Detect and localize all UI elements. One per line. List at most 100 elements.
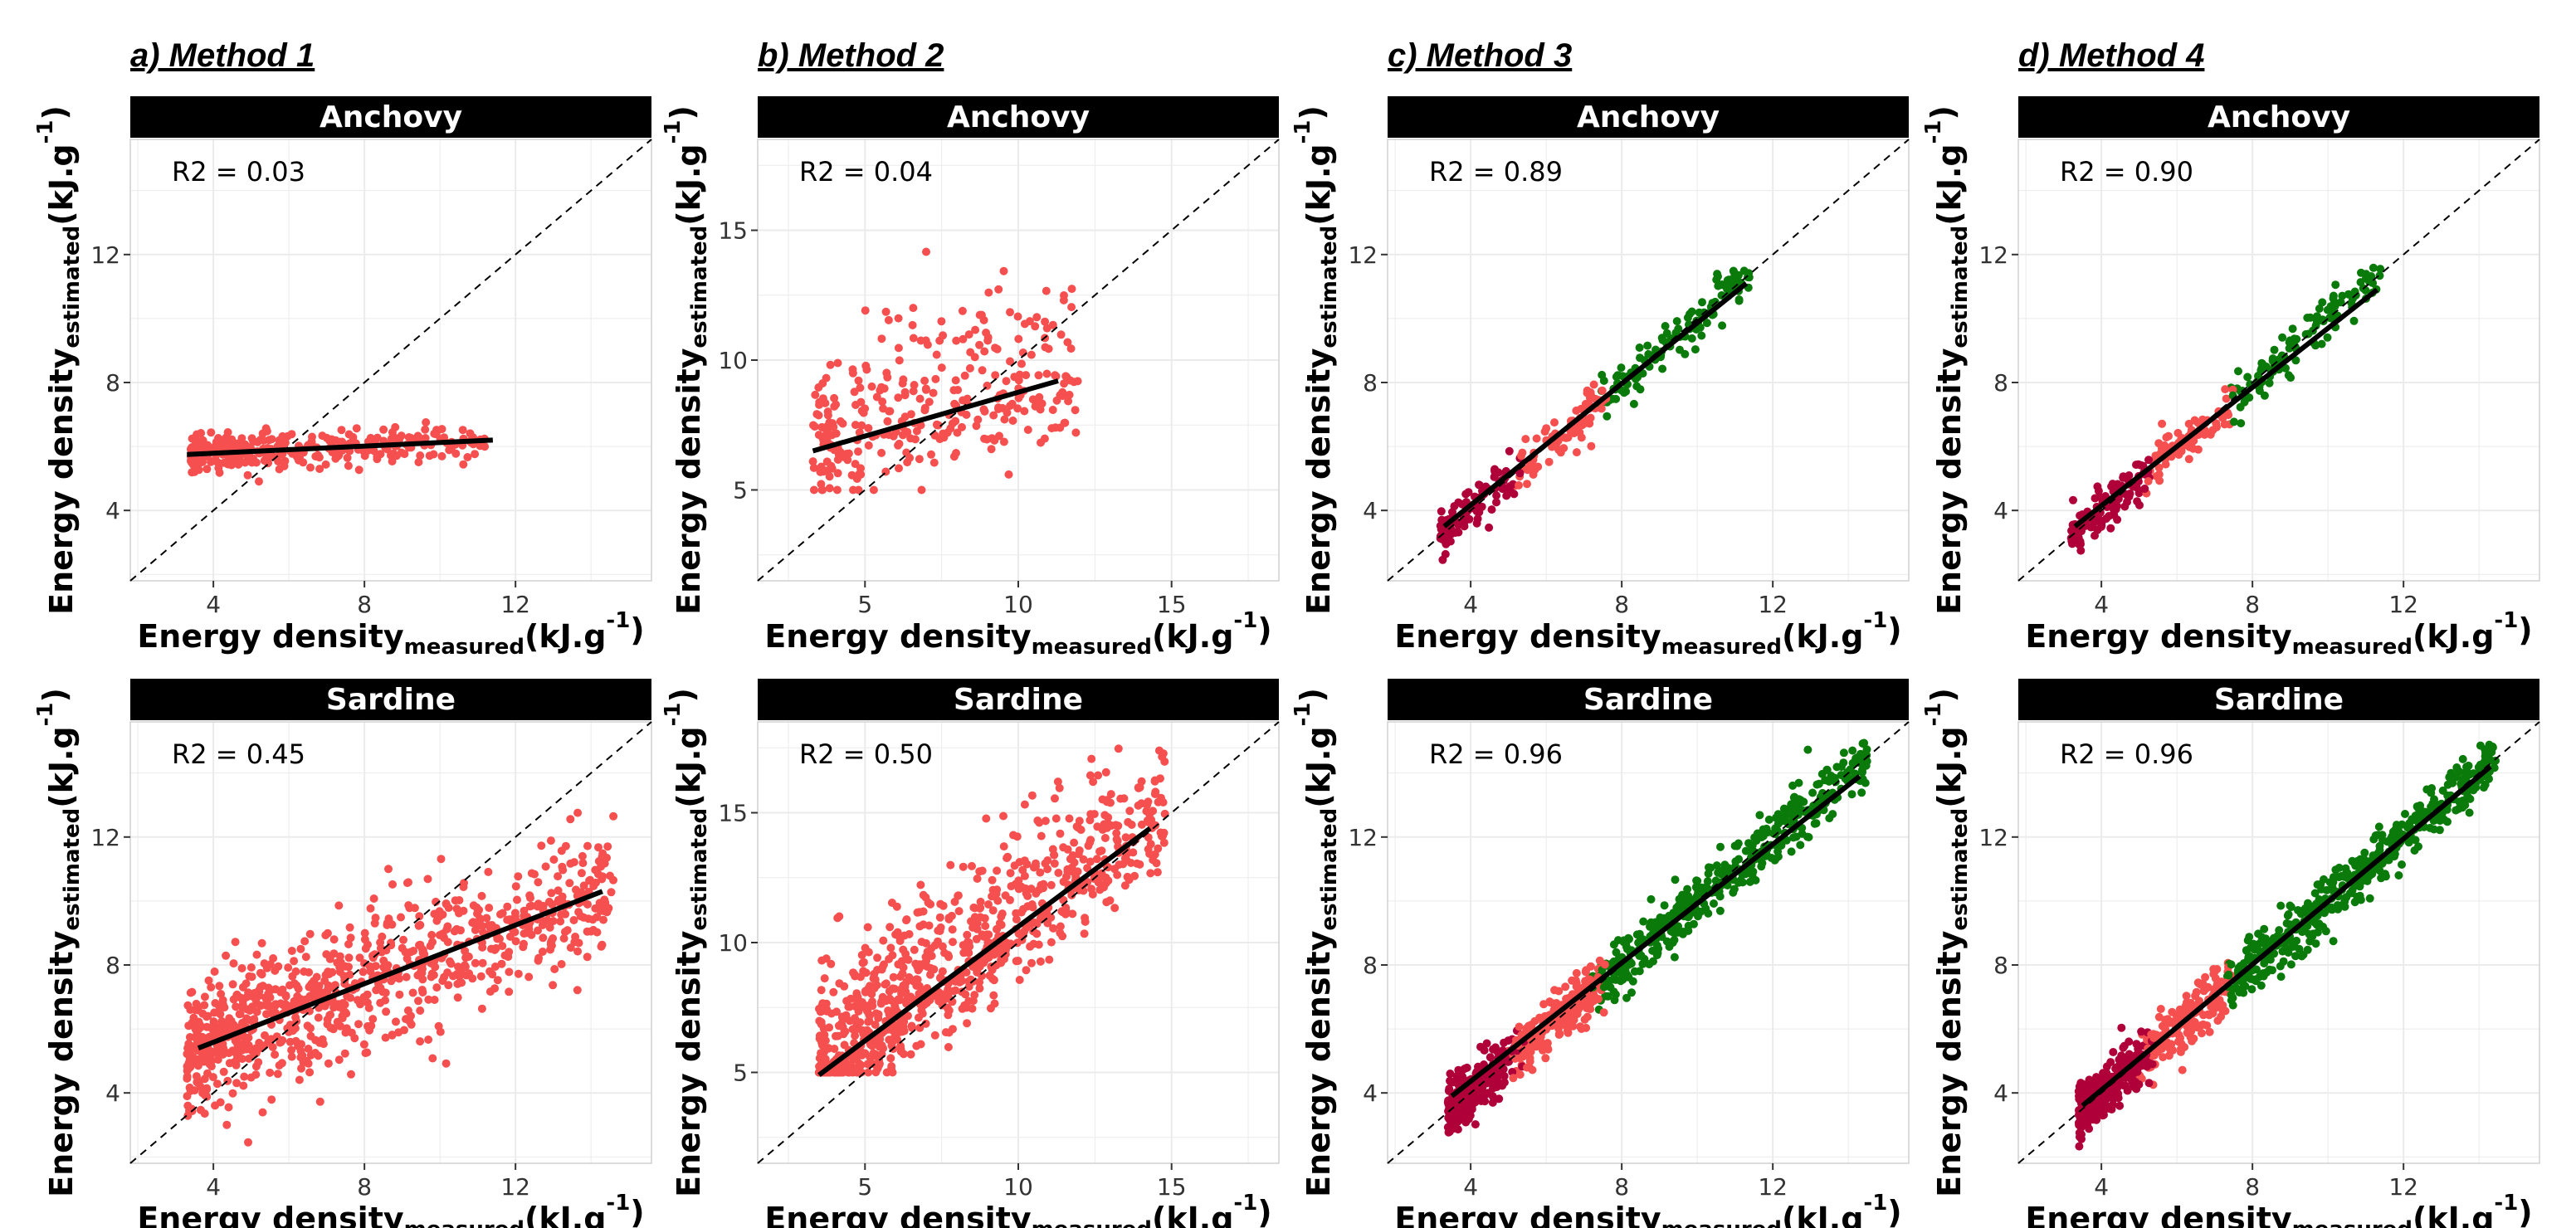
data-point [1086, 836, 1095, 845]
data-point [1622, 387, 1631, 396]
data-point [1014, 393, 1023, 402]
x-tick-label: 15 [1157, 1173, 1187, 1201]
data-point [416, 1037, 425, 1046]
x-axis-label: Energy densitymeasured(kJ.g-1) [764, 608, 1271, 660]
data-point [1154, 797, 1163, 806]
data-point [885, 431, 894, 440]
plot-border [129, 721, 652, 1164]
data-point [2291, 356, 2300, 365]
data-point [306, 1050, 315, 1060]
data-point [1130, 871, 1139, 880]
data-point [1001, 946, 1010, 954]
data-point [254, 1058, 263, 1067]
data-point [1697, 331, 1706, 340]
data-point [566, 859, 575, 868]
facet-strip-label: Sardine [1583, 683, 1713, 717]
plot-area [130, 139, 651, 581]
method-title: b) Method 2 [758, 37, 944, 74]
data-point [1034, 940, 1043, 949]
data-point [1555, 1030, 1564, 1038]
y-tick-label: 12 [1348, 824, 1378, 851]
data-point [455, 896, 464, 904]
data-point [285, 981, 294, 990]
data-point [314, 985, 323, 994]
y-tick-label: 4 [1363, 497, 1378, 524]
data-point [1438, 555, 1447, 564]
data-point [1058, 932, 1067, 941]
x-axis-label-part: measured [1661, 635, 1782, 660]
data-point [857, 951, 866, 959]
data-point [963, 930, 972, 939]
data-point [1002, 377, 1011, 386]
x-axis-label-part: (kJ.g [1782, 618, 1863, 655]
data-point [1684, 926, 1693, 935]
data-point [195, 1077, 204, 1086]
data-point [415, 912, 424, 921]
y-tick-label: 12 [90, 824, 120, 851]
data-point [305, 992, 315, 1001]
data-point [912, 1041, 921, 1050]
data-point [1564, 1014, 1573, 1023]
x-tick-label: 12 [2388, 591, 2418, 618]
data-point [1046, 938, 1056, 947]
data-point [247, 972, 256, 982]
data-point [858, 958, 867, 967]
x-tick-label: 12 [500, 1173, 530, 1201]
data-point [1587, 998, 1596, 1007]
data-point [1498, 485, 1507, 494]
data-point [554, 872, 563, 881]
facet-strip-label: Sardine [954, 683, 1083, 717]
data-point [926, 963, 935, 972]
data-point [1753, 829, 1762, 838]
data-point [1000, 415, 1009, 424]
data-point [1561, 982, 1570, 992]
data-point [1043, 865, 1052, 874]
x-axis-label-part: (kJ.g [524, 1201, 606, 1228]
data-point [960, 1001, 969, 1010]
data-point [384, 914, 393, 923]
data-point [511, 937, 520, 946]
data-point [2174, 428, 2183, 437]
regression-line [2073, 287, 2379, 529]
data-point [954, 907, 964, 916]
data-point [811, 390, 820, 399]
data-point [1461, 490, 1471, 499]
data-point [2330, 301, 2339, 310]
data-point [352, 424, 361, 433]
data-point [920, 403, 929, 412]
data-point [894, 314, 903, 323]
data-point [314, 451, 323, 460]
data-point [437, 451, 446, 460]
data-point [247, 458, 256, 467]
y-tick-label: 8 [1993, 369, 2008, 397]
data-point [246, 1006, 255, 1015]
data-point [2115, 1101, 2125, 1110]
data-point [549, 981, 558, 990]
data-point [1572, 406, 1581, 415]
data-point [2188, 444, 2198, 453]
data-point [1120, 881, 1129, 890]
data-point [583, 841, 592, 850]
data-point [399, 935, 407, 944]
data-point [1008, 417, 1017, 425]
y-axis-label-part: ) [37, 105, 73, 119]
y-tick-label: 10 [718, 929, 748, 957]
y-axis-label: Energy densityestimated(kJ.g-1) [661, 688, 712, 1197]
data-point [334, 901, 344, 910]
x-axis-label-part: ) [630, 612, 644, 648]
data-point [583, 953, 592, 962]
data-point [2154, 463, 2164, 472]
data-point [948, 925, 957, 934]
facet-strip-label: Anchovy [320, 100, 462, 134]
data-point [329, 949, 339, 958]
data-point [215, 468, 224, 477]
data-point [1598, 386, 1607, 395]
data-point [490, 984, 500, 993]
data-point [333, 958, 342, 967]
x-tick-label: 4 [206, 1173, 221, 1201]
data-point [338, 437, 347, 446]
data-point [992, 889, 1001, 899]
data-point [2094, 514, 2103, 523]
data-point [2303, 945, 2312, 954]
